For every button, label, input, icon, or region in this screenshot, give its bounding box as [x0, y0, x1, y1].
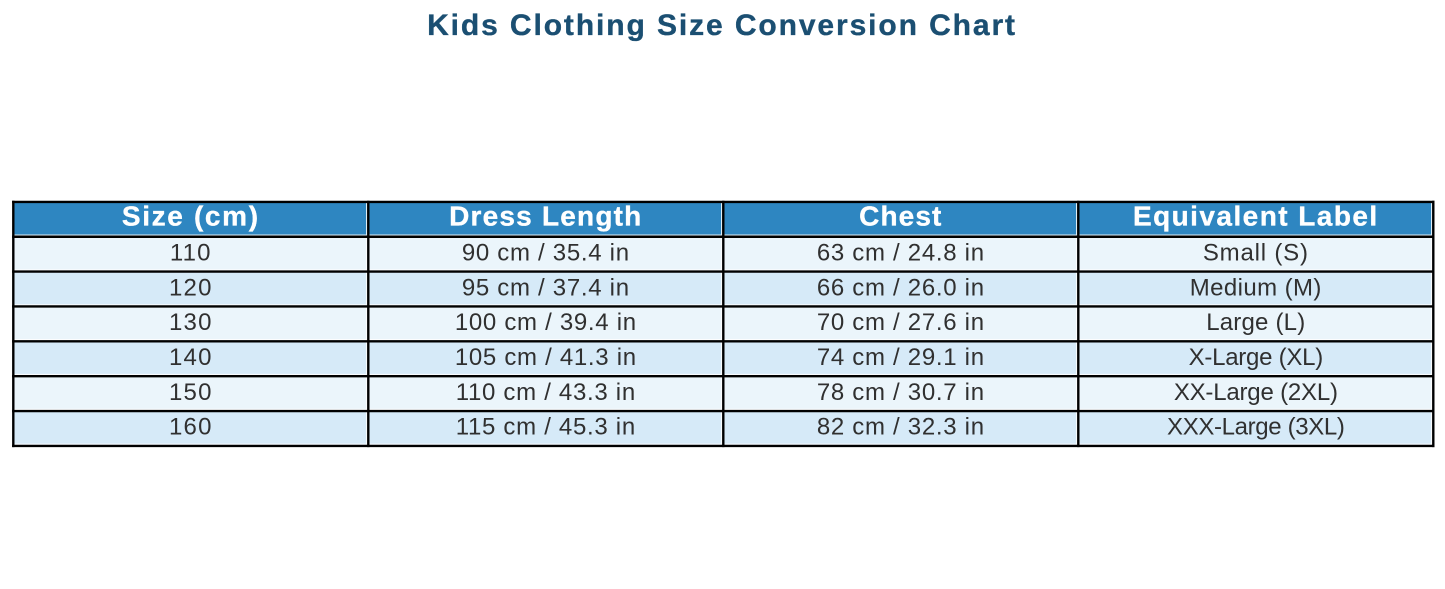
svg-text:Kids Clothing Size Conversion: Kids Clothing Size Conversion Chart [427, 9, 1017, 42]
svg-text:82 cm / 32.3 in: 82 cm / 32.3 in [817, 414, 985, 441]
svg-text:Small (S): Small (S) [1203, 239, 1309, 266]
svg-text:XX-Large (2XL): XX-Large (2XL) [1174, 379, 1338, 406]
svg-text:140: 140 [169, 344, 213, 371]
svg-text:100 cm / 39.4 in: 100 cm / 39.4 in [455, 309, 637, 336]
svg-text:110: 110 [170, 239, 212, 266]
svg-text:130: 130 [169, 309, 213, 336]
svg-text:Chest: Chest [859, 201, 942, 232]
svg-text:Large (L): Large (L) [1206, 309, 1305, 336]
svg-text:74 cm / 29.1 in: 74 cm / 29.1 in [817, 344, 985, 371]
svg-text:160: 160 [169, 414, 213, 441]
svg-text:120: 120 [169, 274, 213, 301]
svg-text:63 cm / 24.8 in: 63 cm / 24.8 in [817, 239, 985, 266]
svg-text:90 cm / 35.4 in: 90 cm / 35.4 in [462, 239, 630, 266]
svg-text:150: 150 [169, 379, 213, 406]
svg-text:110 cm / 43.3 in: 110 cm / 43.3 in [456, 379, 636, 406]
svg-text:70 cm / 27.6 in: 70 cm / 27.6 in [817, 309, 985, 336]
svg-text:66 cm / 26.0 in: 66 cm / 26.0 in [817, 274, 985, 301]
svg-text:Equivalent Label: Equivalent Label [1133, 201, 1379, 232]
svg-text:95 cm / 37.4 in: 95 cm / 37.4 in [462, 274, 630, 301]
svg-text:115 cm / 45.3 in: 115 cm / 45.3 in [456, 414, 636, 441]
svg-text:Medium (M): Medium (M) [1190, 274, 1322, 301]
svg-text:Dress Length: Dress Length [449, 201, 642, 232]
svg-text:78 cm / 30.7 in: 78 cm / 30.7 in [817, 379, 985, 406]
svg-text:X-Large (XL): X-Large (XL) [1189, 344, 1323, 371]
svg-text:Size (cm): Size (cm) [122, 201, 260, 232]
svg-text:105 cm / 41.3 in: 105 cm / 41.3 in [455, 344, 637, 371]
svg-text:XXX-Large (3XL): XXX-Large (3XL) [1167, 414, 1345, 441]
